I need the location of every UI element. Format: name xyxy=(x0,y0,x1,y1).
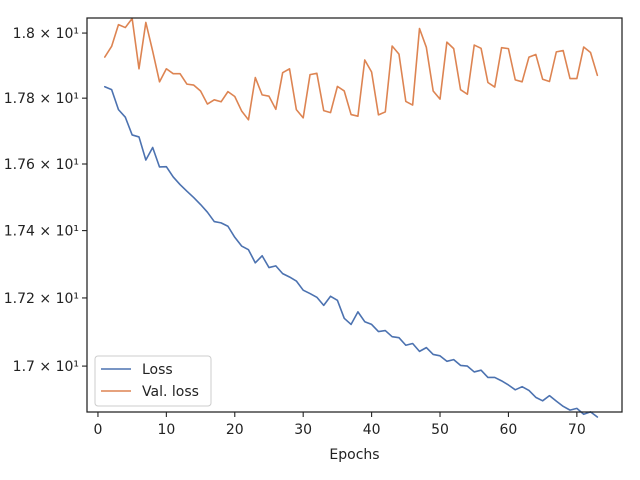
y-tick-label: 1.7 × 10¹ xyxy=(13,359,79,375)
x-tick-label: 20 xyxy=(226,422,244,438)
y-tick-label: 1.72 × 10¹ xyxy=(4,291,79,307)
plot-frame xyxy=(86,17,623,413)
legend-label-loss: Loss xyxy=(142,362,173,378)
legend-label-val-loss: Val. loss xyxy=(142,384,199,400)
x-tick-label: 50 xyxy=(431,422,449,438)
series-line-val-loss xyxy=(103,17,599,121)
legend: Loss Val. loss xyxy=(94,355,212,407)
x-axis-label: Epochs xyxy=(329,447,379,463)
x-tick-label: 0 xyxy=(93,422,102,438)
x-tick-label: 70 xyxy=(568,422,586,438)
x-tick-label: 30 xyxy=(294,422,312,438)
x-tick-label: 10 xyxy=(157,422,175,438)
plot-area xyxy=(87,18,622,412)
series-layer xyxy=(103,17,599,418)
series-line-loss xyxy=(103,85,599,418)
y-tick-label: 1.78 × 10¹ xyxy=(4,91,79,107)
y-tick-label: 1.8 × 10¹ xyxy=(13,26,79,42)
x-tick-label: 40 xyxy=(363,422,381,438)
x-axis: 0 10 20 30 40 50 60 70 xyxy=(93,412,586,438)
y-tick-label: 1.74 × 10¹ xyxy=(4,224,79,240)
y-tick-label: 1.76 × 10¹ xyxy=(4,157,79,173)
y-axis: 1.7 × 10¹ 1.72 × 10¹ 1.74 × 10¹ 1.76 × 10¹ 1… xyxy=(4,26,87,375)
x-tick-label: 60 xyxy=(500,422,518,438)
